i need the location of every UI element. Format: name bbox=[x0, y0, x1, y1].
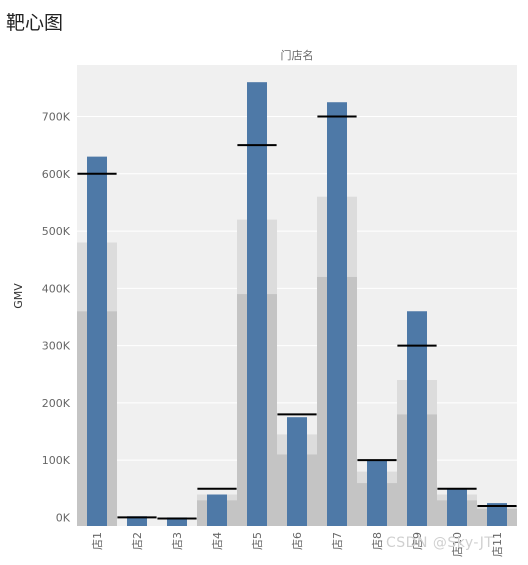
y-tick-label: 600K bbox=[42, 168, 71, 181]
column-header: 门店名 bbox=[281, 48, 314, 62]
bar bbox=[327, 102, 347, 526]
watermark: CSDN @Sky-JT bbox=[386, 535, 494, 551]
y-tick-label: 300K bbox=[42, 340, 71, 353]
x-tick-label: 店6 bbox=[290, 532, 304, 550]
x-tick-label: 店7 bbox=[330, 532, 344, 550]
x-tick-label: 店1 bbox=[90, 532, 104, 550]
x-tick-label: 店5 bbox=[250, 532, 264, 550]
target-lines bbox=[77, 115, 517, 520]
y-tick-label: 500K bbox=[42, 225, 71, 238]
y-tick-label: 400K bbox=[42, 282, 71, 295]
bar bbox=[207, 494, 227, 526]
bar bbox=[167, 517, 187, 526]
y-axis-ticks: 0K 100K 200K 300K 400K 500K 600K 700K bbox=[42, 111, 71, 525]
x-axis-ticks: 店1 店2 店3 店4 店5 店6 店7 店8 店9 店10 店11 bbox=[90, 532, 504, 557]
bar bbox=[407, 311, 427, 526]
x-tick-label: 店9 bbox=[410, 532, 424, 550]
x-tick-label: 店3 bbox=[170, 532, 184, 550]
x-tick-label: 店4 bbox=[210, 532, 224, 550]
y-axis-title: GMV bbox=[12, 283, 25, 309]
bar bbox=[447, 488, 467, 526]
bar bbox=[127, 516, 147, 526]
y-tick-label: 0K bbox=[56, 511, 71, 524]
x-tick-label: 店11 bbox=[490, 532, 504, 557]
page-title: 靶心图 bbox=[6, 12, 64, 34]
x-tick-label: 店10 bbox=[450, 532, 464, 557]
x-tick-label: 店2 bbox=[130, 532, 144, 550]
y-tick-label: 700K bbox=[42, 111, 71, 124]
y-tick-label: 200K bbox=[42, 397, 71, 410]
bar bbox=[287, 417, 307, 526]
bars bbox=[87, 82, 507, 527]
bar bbox=[367, 460, 387, 526]
bar bbox=[247, 82, 267, 527]
bar bbox=[87, 156, 107, 527]
x-tick-label: 店8 bbox=[370, 532, 384, 550]
y-tick-label: 100K bbox=[42, 454, 71, 467]
bar bbox=[487, 503, 507, 526]
